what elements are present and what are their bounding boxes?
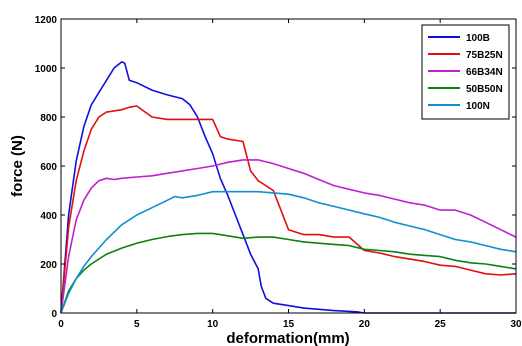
legend: 100B 75B25N 66B34N 50B50N 100N [421, 24, 510, 120]
y-axis-title: force (N) [9, 135, 26, 197]
x-tick-label: 30 [510, 319, 522, 330]
y-tick-label: 1200 [35, 15, 58, 26]
y-tick-label: 200 [40, 260, 57, 271]
series-line-50b50n [60, 232, 517, 314]
y-tick-label: 0 [51, 309, 57, 320]
x-tick-label: 10 [207, 319, 219, 330]
x-tick-label: 15 [283, 319, 295, 330]
legend-label-50b50n: 50B50N [466, 84, 503, 95]
series-line-75b25n [60, 105, 517, 314]
legend-label-100n: 100N [466, 101, 490, 112]
y-tick-label: 1000 [35, 64, 58, 75]
legend-label-100b: 100B [466, 33, 490, 44]
y-tick-label: 400 [40, 211, 57, 222]
axis-ticks: 0 5 10 15 20 25 30 0 200 400 600 800 1000 1200 [35, 15, 522, 330]
x-axis-title: deformation(mm) [226, 330, 349, 346]
x-tick-label: 0 [58, 319, 64, 330]
series-line-66b34n [60, 159, 517, 314]
plot-lines [60, 61, 517, 314]
series-line-100n [60, 190, 517, 314]
series-line-100b [60, 61, 516, 314]
legend-label-75b25n: 75B25N [466, 50, 503, 61]
y-tick-label: 800 [40, 113, 57, 124]
y-tick-label: 600 [40, 162, 57, 173]
legend-label-66b34n: 66B34N [466, 67, 503, 78]
x-tick-label: 20 [359, 319, 371, 330]
x-tick-label: 5 [134, 319, 140, 330]
x-tick-label: 25 [435, 319, 447, 330]
